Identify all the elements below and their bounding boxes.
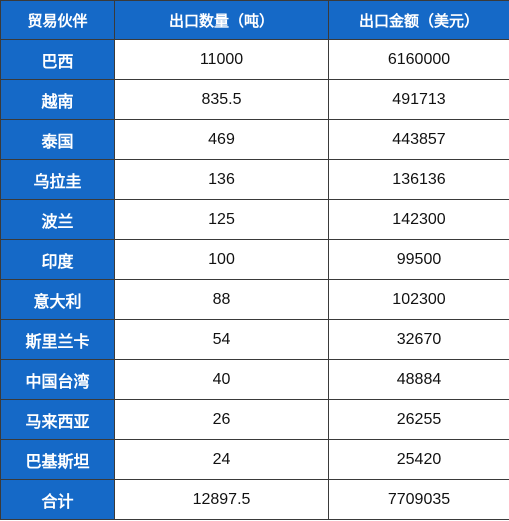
quantity-cell: 54 <box>114 319 329 360</box>
table-row: 印度 100 99500 <box>0 239 509 280</box>
table-row: 中国台湾 40 48884 <box>0 359 509 400</box>
partner-cell: 泰国 <box>0 119 115 160</box>
partner-cell: 越南 <box>0 79 115 120</box>
table-row: 波兰 125 142300 <box>0 199 509 240</box>
partner-cell: 乌拉圭 <box>0 159 115 200</box>
partner-cell: 波兰 <box>0 199 115 240</box>
quantity-cell: 11000 <box>114 39 329 80</box>
table-total-row: 合计 12897.5 7709035 <box>0 479 509 520</box>
table-row: 意大利 88 102300 <box>0 279 509 320</box>
partner-cell: 斯里兰卡 <box>0 319 115 360</box>
amount-cell: 6160000 <box>328 39 509 80</box>
quantity-cell: 40 <box>114 359 329 400</box>
table-row: 马来西亚 26 26255 <box>0 399 509 440</box>
amount-cell: 136136 <box>328 159 509 200</box>
quantity-cell: 24 <box>114 439 329 480</box>
total-quantity-cell: 12897.5 <box>114 479 329 520</box>
partner-cell: 中国台湾 <box>0 359 115 400</box>
table-row: 泰国 469 443857 <box>0 119 509 160</box>
amount-cell: 25420 <box>328 439 509 480</box>
table-row: 巴基斯坦 24 25420 <box>0 439 509 480</box>
partner-cell: 意大利 <box>0 279 115 320</box>
total-amount-cell: 7709035 <box>328 479 509 520</box>
quantity-cell: 136 <box>114 159 329 200</box>
amount-cell: 142300 <box>328 199 509 240</box>
amount-cell: 102300 <box>328 279 509 320</box>
header-quantity: 出口数量（吨） <box>114 0 329 40</box>
table-row: 斯里兰卡 54 32670 <box>0 319 509 360</box>
quantity-cell: 125 <box>114 199 329 240</box>
amount-cell: 99500 <box>328 239 509 280</box>
partner-cell: 印度 <box>0 239 115 280</box>
header-amount: 出口金额（美元） <box>328 0 509 40</box>
table-row: 巴西 11000 6160000 <box>0 39 509 80</box>
header-partner: 贸易伙伴 <box>0 0 115 40</box>
quantity-cell: 835.5 <box>114 79 329 120</box>
table-row: 越南 835.5 491713 <box>0 79 509 120</box>
table-row: 乌拉圭 136 136136 <box>0 159 509 200</box>
quantity-cell: 100 <box>114 239 329 280</box>
partner-cell: 巴西 <box>0 39 115 80</box>
quantity-cell: 26 <box>114 399 329 440</box>
amount-cell: 48884 <box>328 359 509 400</box>
partner-cell: 马来西亚 <box>0 399 115 440</box>
amount-cell: 443857 <box>328 119 509 160</box>
amount-cell: 491713 <box>328 79 509 120</box>
table-header-row: 贸易伙伴 出口数量（吨） 出口金额（美元） <box>0 0 509 40</box>
quantity-cell: 88 <box>114 279 329 320</box>
partner-cell: 巴基斯坦 <box>0 439 115 480</box>
total-label-cell: 合计 <box>0 479 115 520</box>
amount-cell: 32670 <box>328 319 509 360</box>
amount-cell: 26255 <box>328 399 509 440</box>
quantity-cell: 469 <box>114 119 329 160</box>
